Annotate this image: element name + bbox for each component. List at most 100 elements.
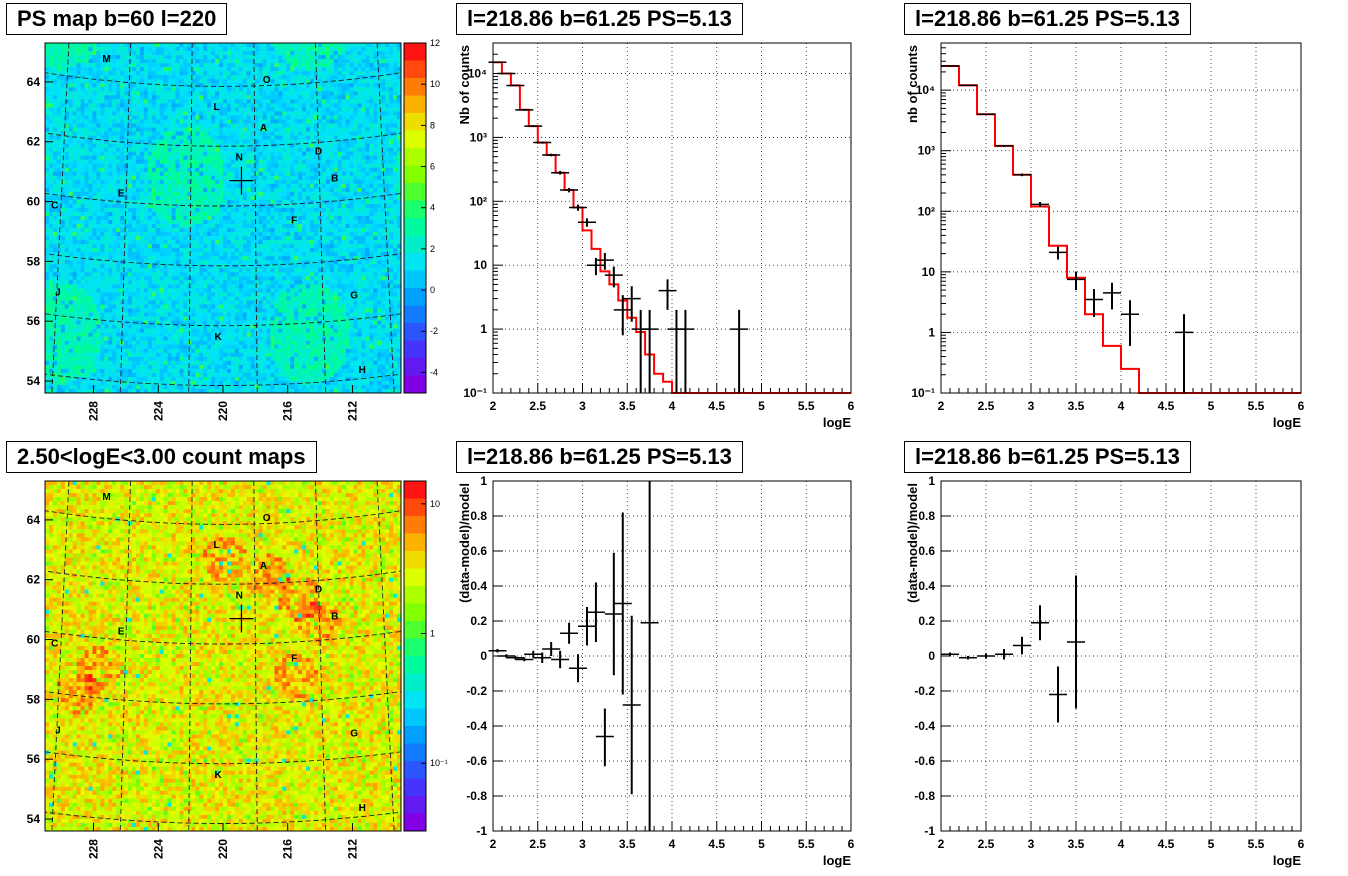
map1-cell: [310, 143, 315, 148]
map1-cell: [128, 147, 133, 152]
map1-cell: [159, 175, 164, 181]
map1-cell: [258, 207, 263, 213]
map1-cell: [317, 167, 323, 173]
map1-cell: [143, 59, 149, 64]
map1-cell: [389, 244, 394, 249]
map1-cell: [96, 207, 101, 213]
map1-cell: [246, 159, 251, 164]
map1-cell: [207, 220, 212, 225]
map1-cell: [219, 55, 224, 60]
map1-cell: [341, 147, 346, 152]
map1-cell: [147, 127, 153, 132]
map1-cell: [191, 252, 196, 257]
map1-cell: [96, 191, 101, 197]
map1-cell: [76, 107, 81, 112]
map1-cell: [143, 111, 149, 116]
map1-cell: [333, 167, 339, 173]
map1-cell: [187, 47, 192, 52]
map1-cell: [100, 199, 105, 205]
map1-cell: [163, 71, 168, 76]
map1-cell: [361, 115, 366, 120]
map1-cell: [76, 260, 81, 265]
map1-cell: [100, 119, 105, 124]
map1-cell: [171, 119, 176, 124]
map1-cell: [120, 187, 125, 193]
map1-cell: [187, 207, 192, 213]
map1-cell: [385, 115, 390, 120]
map1-cell: [104, 75, 109, 80]
map1-cell: [337, 79, 342, 84]
map1-cell: [397, 67, 402, 72]
map1-cell: [135, 147, 141, 152]
map1-cell: [171, 123, 176, 128]
map1-cell: [393, 47, 398, 52]
map1-cell: [191, 107, 196, 112]
map1-cell: [294, 195, 299, 201]
map1-cell: [341, 123, 346, 128]
map1-cell: [381, 63, 386, 68]
map1-cell: [155, 79, 161, 84]
map1-cell: [175, 203, 180, 209]
map1-cell: [381, 167, 386, 173]
map1-cell: [250, 107, 255, 112]
map1-cell: [179, 207, 184, 213]
map1-cell: [151, 51, 157, 56]
map1-cell: [365, 51, 370, 56]
map1-cell: [88, 244, 93, 249]
map1-cell: [270, 91, 275, 96]
map1-cell: [325, 187, 331, 193]
map1-cell: [266, 115, 271, 120]
map1-cell: [124, 135, 129, 140]
map1-cell: [191, 199, 196, 205]
map1-cell: [104, 151, 109, 156]
map1-cell: [211, 248, 216, 253]
map1-cell: [389, 131, 394, 136]
map1-cell: [278, 127, 283, 132]
map1-cell: [321, 260, 327, 265]
map1-cell: [325, 59, 331, 64]
map1-cell: [373, 155, 378, 160]
map1-cell: [234, 151, 240, 156]
map1-cell: [397, 87, 402, 92]
map1-cell: [68, 175, 73, 181]
map1-cell: [321, 123, 327, 128]
map1-cell: [211, 195, 216, 201]
map1-cell: [132, 71, 137, 76]
map1-cell: [120, 252, 125, 257]
map1-cell: [143, 240, 149, 245]
map1-cell: [116, 83, 121, 88]
map1-cell: [56, 147, 62, 152]
map1-cell: [211, 236, 216, 241]
map1-cell: [266, 220, 271, 225]
map1-cell: [294, 51, 299, 56]
map1-cell: [361, 248, 366, 253]
map1-cell: [258, 79, 263, 84]
map1-cell: [135, 143, 141, 148]
map1-cell: [155, 47, 161, 52]
map1-cell: [132, 91, 137, 96]
map1-cell: [92, 203, 97, 209]
map1-cell: [262, 119, 267, 124]
map1-cell: [92, 135, 97, 140]
map1-cell: [262, 256, 267, 261]
map1-cell: [167, 147, 172, 152]
map1-cell: [329, 167, 335, 173]
map1-cell: [238, 135, 244, 140]
map1-cell: [80, 211, 85, 217]
map1-cell: [155, 111, 161, 116]
map1-cell: [167, 63, 172, 68]
map1-cell: [128, 119, 133, 124]
map1-cell: [159, 51, 164, 56]
map1-cell: [302, 63, 307, 68]
map1-cell: [393, 179, 398, 185]
map1-cell: [219, 264, 224, 269]
map1-cell: [195, 147, 200, 152]
map1-cell: [76, 151, 81, 156]
map1-cell: [92, 228, 97, 233]
map1-cell: [104, 143, 109, 148]
map1-cell: [238, 236, 244, 241]
map1-cell: [199, 131, 204, 136]
map1-cell: [377, 127, 382, 132]
map1-cell: [108, 75, 113, 80]
map1-cell: [258, 151, 263, 156]
